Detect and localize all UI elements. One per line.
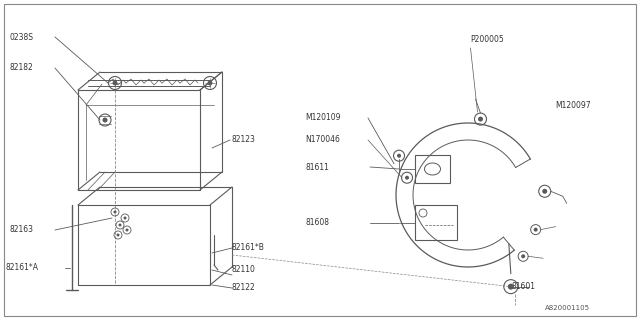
Text: P200005: P200005 <box>470 36 504 44</box>
Text: 81611: 81611 <box>305 163 329 172</box>
Circle shape <box>113 211 116 213</box>
Text: 82163: 82163 <box>10 226 34 235</box>
Text: 82122: 82122 <box>232 284 256 292</box>
Text: A820001105: A820001105 <box>545 305 590 311</box>
Text: 81601: 81601 <box>512 282 536 291</box>
Circle shape <box>521 254 525 258</box>
Circle shape <box>124 217 127 220</box>
Circle shape <box>534 228 538 232</box>
Circle shape <box>397 154 401 158</box>
Circle shape <box>118 223 122 227</box>
Text: 82161*B: 82161*B <box>232 244 265 252</box>
Circle shape <box>478 116 483 122</box>
Text: 82123: 82123 <box>232 135 256 145</box>
Circle shape <box>542 189 547 194</box>
Circle shape <box>113 81 118 85</box>
Text: 82110: 82110 <box>232 266 256 275</box>
Bar <box>415 155 450 183</box>
Text: N170046: N170046 <box>305 135 340 145</box>
Text: 81608: 81608 <box>305 218 329 227</box>
Circle shape <box>116 234 120 236</box>
Text: M120109: M120109 <box>305 114 340 123</box>
Circle shape <box>125 228 129 231</box>
Circle shape <box>405 176 409 180</box>
Text: 0238S: 0238S <box>10 33 34 42</box>
Circle shape <box>207 81 212 85</box>
Bar <box>415 205 457 240</box>
Text: M120097: M120097 <box>555 100 591 109</box>
Text: 82182: 82182 <box>10 63 34 73</box>
Text: 82161*A: 82161*A <box>5 263 38 273</box>
Circle shape <box>508 284 514 290</box>
Circle shape <box>102 117 108 123</box>
